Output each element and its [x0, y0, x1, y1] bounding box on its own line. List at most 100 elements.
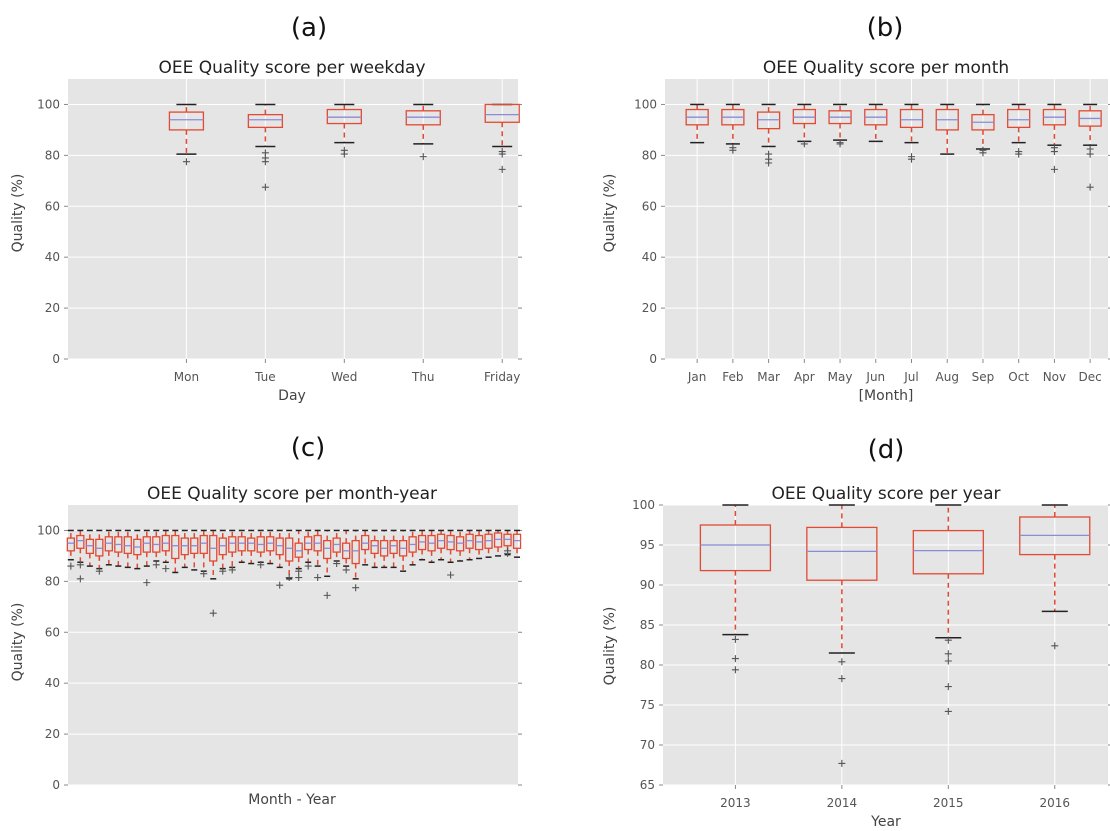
y-tick-label: 80 [640, 658, 655, 672]
box-month-year [427, 529, 436, 564]
box-month-year [493, 529, 503, 557]
flier-marker [285, 574, 293, 582]
flier-marker [1015, 150, 1023, 158]
box-month [792, 103, 816, 148]
y-tick-label: 100 [37, 97, 60, 111]
box-month-year [474, 529, 484, 560]
box-year [699, 504, 772, 674]
y-axis-label-year: Quality (%) [602, 607, 618, 686]
x-axis-label-month: [Month] [859, 388, 914, 404]
flier-marker [944, 636, 952, 644]
x-tick-label: Dec [1079, 370, 1102, 384]
y-tick-label: 80 [642, 148, 657, 162]
box-month-year [95, 529, 104, 575]
x-tick-label: 2015 [933, 796, 964, 810]
plot-background [663, 505, 1108, 785]
flier-marker [295, 574, 303, 582]
iqr-box [323, 539, 332, 560]
y-tick-label: 65 [640, 778, 655, 792]
panel-letter-d: (d) [868, 435, 905, 465]
y-tick-label: 90 [640, 578, 655, 592]
flier-marker [228, 566, 236, 574]
flier-marker [419, 153, 427, 161]
box-month-year [85, 529, 94, 567]
iqr-box [351, 539, 360, 565]
flier-marker [731, 666, 739, 674]
flier-marker [333, 560, 341, 568]
box-month [828, 103, 852, 148]
box-month-year [446, 529, 455, 579]
iqr-box [76, 534, 85, 549]
box-month-year [180, 529, 189, 569]
flier-marker [731, 655, 739, 663]
flier-marker [1051, 642, 1059, 650]
plot-background [68, 79, 518, 359]
box-month-year [142, 529, 151, 587]
x-tick-label: Mar [757, 370, 780, 384]
flier-marker [323, 591, 331, 599]
x-tick-label: Friday [484, 370, 520, 384]
flier-marker [498, 150, 506, 158]
box-month-year [332, 529, 341, 568]
x-tick-label: Jan [687, 370, 707, 384]
panel-letter-b: (b) [867, 13, 904, 43]
plot-background [665, 79, 1108, 359]
box-month-year [313, 529, 322, 582]
flier-marker [261, 158, 269, 166]
flier-marker [152, 561, 160, 569]
box-month-year [104, 529, 113, 566]
flier-marker [504, 549, 512, 557]
y-tick-label: 60 [45, 625, 60, 639]
y-axis-label-month: Quality (%) [602, 174, 618, 253]
iqr-box [247, 113, 284, 129]
box-weekday [484, 103, 520, 173]
y-axis-label-month-year: Quality (%) [10, 603, 26, 682]
box-month-year [455, 529, 465, 562]
box-month-year [398, 529, 408, 572]
flier-marker [276, 581, 284, 589]
x-tick-label: Wed [331, 370, 357, 384]
y-tick-label: 40 [45, 250, 60, 264]
x-tick-label: Apr [794, 370, 815, 384]
box-year [1019, 504, 1091, 650]
box-weekday [247, 103, 284, 191]
plot-area-year: 65 70 75 80 85 90 95 100 2013 2014 2015 2016 [632, 498, 1110, 810]
plot-area-month: 0 20 40 60 80 100 Jan Feb Mar Apr May Jun Jul Aug Sep O… [634, 79, 1110, 384]
box-month-year [285, 529, 294, 582]
box-month-year [247, 529, 256, 565]
box-month-year [123, 529, 132, 569]
chart-title-weekday: OEE Quality score per weekday [158, 58, 425, 78]
y-tick-label: 20 [642, 301, 657, 315]
panel-letter-c: (c) [291, 433, 326, 463]
box-month [1042, 103, 1067, 173]
y-tick-label: 20 [45, 301, 60, 315]
y-tick-label: 40 [45, 676, 60, 690]
iqr-box [168, 111, 205, 131]
box-month-year [66, 529, 75, 570]
flier-marker [200, 570, 208, 578]
iqr-box [142, 536, 151, 553]
flier-marker [295, 567, 303, 575]
x-tick-label: Jul [903, 370, 918, 384]
flier-marker [908, 155, 916, 163]
y-axis-label-weekday: Quality (%) [10, 174, 26, 253]
flier-marker [314, 574, 322, 582]
flier-marker [1050, 148, 1058, 156]
box-month-year [351, 529, 360, 592]
box-month-year [408, 529, 417, 566]
x-tick-label: Feb [722, 370, 743, 384]
box-month-year [256, 529, 265, 569]
flier-marker [352, 584, 360, 592]
box-month [864, 103, 888, 143]
x-tick-label: Sep [972, 370, 995, 384]
flier-marker [800, 140, 808, 148]
iqr-box [912, 529, 984, 575]
box-month [971, 103, 995, 157]
x-axis-label-weekday: Day [278, 388, 306, 404]
flier-marker [261, 183, 269, 191]
y-tick-label: 70 [640, 738, 655, 752]
x-axis-label-month-year: Month - Year [248, 792, 336, 808]
box-month-year [294, 529, 303, 582]
iqr-box [1007, 108, 1031, 129]
